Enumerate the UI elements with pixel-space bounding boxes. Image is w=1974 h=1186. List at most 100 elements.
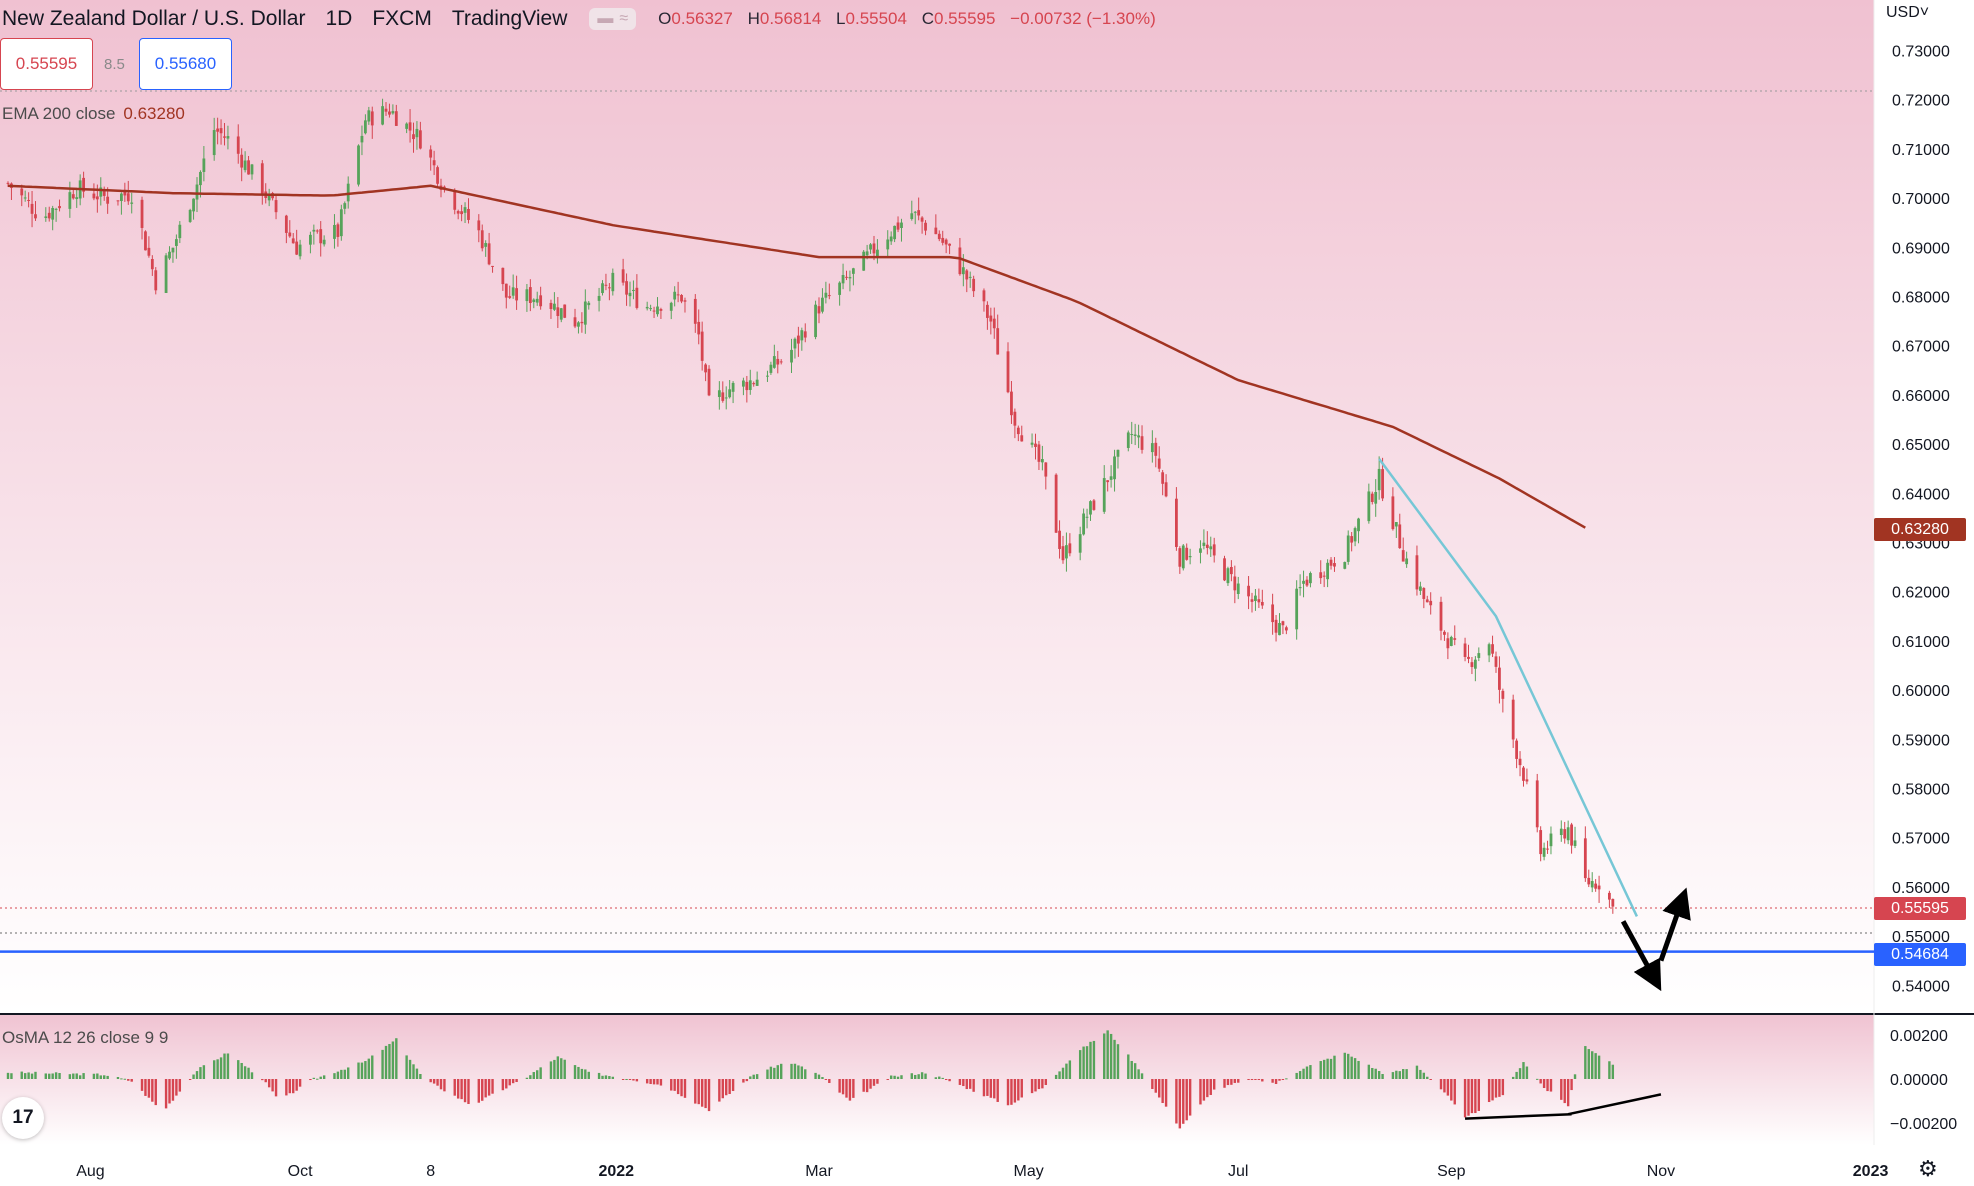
- osma-legend[interactable]: OsMA 12 26 close 9 9: [2, 1028, 168, 1048]
- osma-bar: [1044, 1079, 1048, 1086]
- osma-bar: [824, 1079, 828, 1080]
- gear-icon[interactable]: ⚙: [1918, 1156, 1938, 1181]
- candle-body: [693, 298, 697, 324]
- candle-body: [20, 188, 24, 196]
- osma-bar: [1319, 1061, 1322, 1079]
- candle-body: [796, 335, 800, 344]
- candle-body: [577, 322, 580, 327]
- candle-body: [1563, 829, 1567, 839]
- osma-bar: [1233, 1079, 1237, 1083]
- candle-body: [453, 190, 457, 210]
- osma-bar: [127, 1079, 130, 1081]
- osma-bar: [357, 1062, 360, 1079]
- candle-body: [607, 287, 611, 289]
- osma-bar: [553, 1059, 556, 1079]
- candle-body: [1260, 601, 1264, 606]
- candle-body: [171, 247, 175, 253]
- candle-body: [1573, 840, 1577, 846]
- candle-body: [1587, 877, 1591, 885]
- candle-body: [748, 380, 752, 390]
- candle-body: [391, 111, 395, 114]
- candle-body: [1333, 563, 1336, 567]
- candle-body: [92, 193, 96, 199]
- candle-body: [621, 269, 625, 283]
- osma-bar: [1560, 1079, 1563, 1100]
- price-tick-label: 0.70000: [1892, 191, 1950, 208]
- candle-body: [384, 108, 388, 112]
- candle-body: [381, 106, 384, 125]
- candle-body: [865, 251, 869, 256]
- osma-bar: [797, 1065, 800, 1079]
- candle-body: [900, 222, 903, 228]
- osma-bar: [340, 1069, 343, 1079]
- candle-body: [511, 287, 515, 296]
- candle-body: [1016, 427, 1020, 435]
- tradingview-logo-icon[interactable]: 17: [2, 1097, 44, 1139]
- candle-body: [700, 331, 704, 361]
- visibility-toggle[interactable]: ▬ ≈: [589, 8, 637, 30]
- candle-body: [1350, 536, 1354, 543]
- osma-bar: [1175, 1079, 1178, 1124]
- osma-tick-label: 0.00000: [1890, 1072, 1948, 1089]
- osma-bar: [1395, 1070, 1398, 1079]
- osma-tick-label: −0.00200: [1890, 1116, 1957, 1133]
- candle-body: [707, 368, 711, 396]
- osma-bar: [456, 1079, 460, 1099]
- candle-body: [288, 232, 292, 237]
- osma-bar: [577, 1066, 580, 1079]
- osma-bar: [1017, 1079, 1020, 1101]
- osma-bar: [1539, 1079, 1542, 1084]
- osma-bar: [1587, 1049, 1590, 1079]
- osma-bar: [1515, 1071, 1518, 1079]
- candle-body: [1126, 432, 1130, 448]
- candle-body: [1494, 656, 1498, 667]
- sell-price-button[interactable]: 0.55595: [0, 38, 93, 90]
- osma-bar: [1061, 1067, 1065, 1079]
- osma-bar: [1374, 1068, 1377, 1079]
- candle-body: [429, 149, 433, 158]
- osma-bar: [776, 1065, 779, 1079]
- candle-body: [573, 317, 577, 327]
- candle-body: [188, 209, 192, 222]
- interval-label[interactable]: 1D: [325, 7, 353, 30]
- osma-bar: [116, 1077, 120, 1079]
- osma-bar: [1182, 1079, 1185, 1124]
- price-tick-label: 0.64000: [1892, 486, 1950, 503]
- candle-body: [872, 243, 876, 254]
- osma-bar: [539, 1067, 542, 1079]
- candle-body: [357, 145, 360, 185]
- osma-bar: [1498, 1079, 1501, 1097]
- osma-bar: [20, 1071, 23, 1079]
- osma-bar: [360, 1062, 364, 1079]
- buy-price-button[interactable]: 0.55680: [139, 38, 232, 90]
- osma-bar: [23, 1073, 27, 1079]
- candle-body: [174, 239, 178, 246]
- osma-bar: [1037, 1079, 1041, 1090]
- candle-body: [82, 177, 86, 192]
- osma-bar: [192, 1074, 195, 1079]
- candle-body: [515, 288, 518, 301]
- osma-bar: [439, 1079, 443, 1090]
- candle-body: [1381, 469, 1384, 499]
- osma-bar: [432, 1079, 436, 1084]
- osma-bar: [144, 1079, 147, 1096]
- ema-legend[interactable]: EMA 200 close 0.63280: [2, 104, 185, 124]
- candle-body: [1398, 524, 1402, 549]
- change-value: −0.00732 (−1.30%): [1010, 9, 1156, 28]
- currency-selector[interactable]: USD˅: [1886, 4, 1930, 21]
- symbol-name[interactable]: New Zealand Dollar / U.S. Dollar: [2, 7, 306, 30]
- osma-bar: [1020, 1079, 1023, 1098]
- candle-body: [587, 302, 591, 306]
- osma-bar: [1006, 1079, 1010, 1106]
- candle-body: [817, 306, 821, 314]
- candle-body: [745, 381, 749, 391]
- osma-bar: [82, 1073, 85, 1079]
- osma-bar: [333, 1073, 336, 1079]
- osma-bar: [1402, 1069, 1405, 1079]
- candle-body: [769, 364, 773, 373]
- candle-body: [1449, 636, 1453, 646]
- candle-body: [106, 196, 110, 204]
- osma-bar: [477, 1079, 480, 1103]
- osma-bar: [941, 1077, 944, 1079]
